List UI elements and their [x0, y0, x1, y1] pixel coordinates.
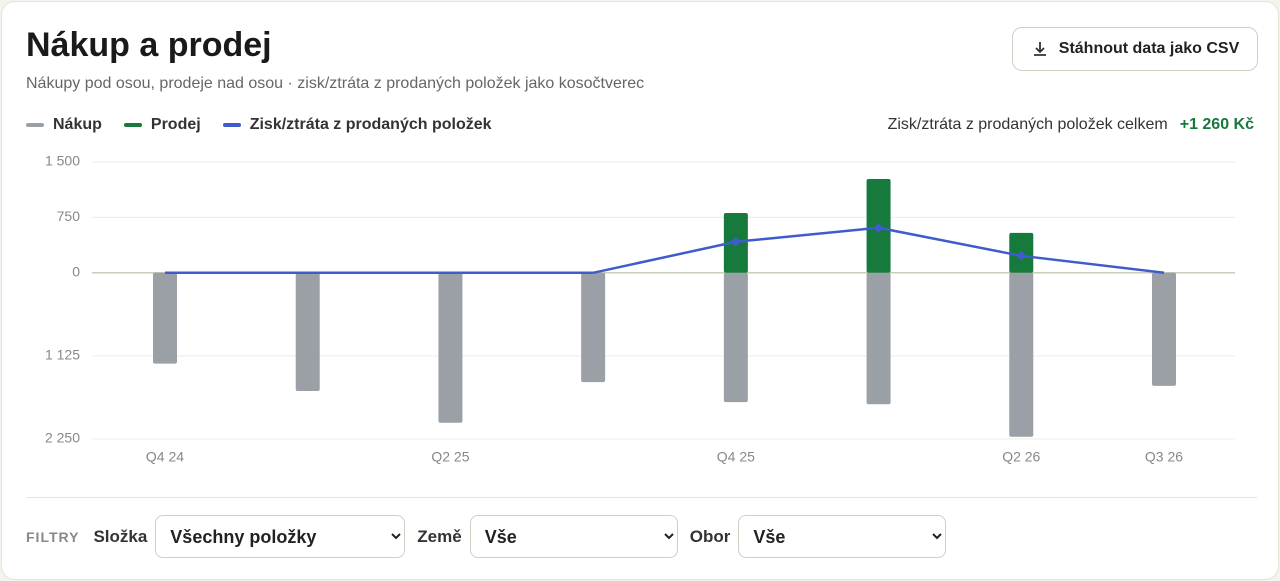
subtitle: Nákupy pod osou, prodeje nad osou · zisk… — [26, 75, 645, 92]
filter-select[interactable]: Všechny položky — [155, 515, 406, 558]
bar — [581, 272, 606, 383]
chart: 1 500 750 0 1 125 2 250 Q4 24 Q2 25 Q4 25 Q2 26 Q… — [45, 153, 1235, 465]
line — [165, 226, 1165, 275]
legend-label: Zisk/ztráta z prodaných položek — [249, 116, 492, 133]
diamond-marker — [873, 222, 884, 233]
bar — [1009, 272, 1034, 437]
legend-label: Nákup — [53, 116, 102, 133]
bar — [153, 272, 177, 364]
diamond-marker — [730, 236, 741, 247]
x-tick-label: Q4 24 — [146, 449, 184, 465]
legend-item: Prodej — [123, 116, 201, 134]
filter-select[interactable]: Vše — [469, 515, 678, 558]
filter-select[interactable]: Vše — [738, 515, 947, 558]
summary-value: +1 260 Kč — [1179, 116, 1254, 133]
y-tick-label: 1 125 — [45, 347, 80, 363]
filter-label: Země — [417, 526, 462, 546]
x-tick-label: Q4 25 — [717, 449, 755, 465]
bar — [438, 272, 463, 423]
legend-item: Nákup — [26, 116, 102, 134]
legend-item: Zisk/ztráta z prodaných položek — [222, 116, 492, 134]
legend-swatch — [26, 123, 44, 127]
y-tick-label: 1 500 — [45, 153, 80, 169]
legend-label: Prodej — [150, 116, 201, 133]
filter-label: Obor — [689, 526, 731, 546]
title: Nákup a prodej — [26, 26, 272, 64]
y-tick-label: 2 250 — [45, 430, 80, 446]
download-button[interactable]: Stáhnout data jako CSV — [1012, 27, 1258, 71]
y-tick-label: 750 — [57, 208, 81, 224]
y-tick-label: 0 — [72, 264, 80, 280]
legend-swatch — [123, 123, 142, 127]
bar — [1152, 272, 1176, 386]
summary: Zisk/ztráta z prodaných položek celkem +1… — [888, 116, 1254, 134]
bar — [866, 272, 891, 405]
bar — [723, 272, 748, 403]
filters-label: FILTRY — [26, 528, 80, 545]
x-tick-label: Q3 26 — [1145, 449, 1183, 465]
summary-label: Zisk/ztráta z prodaných položek celkem — [887, 116, 1168, 133]
bar — [295, 272, 320, 391]
legend: Nákup Prodej Zisk/ztráta z prodaných polož… — [26, 116, 492, 134]
download-label: Stáhnout data jako CSV — [1058, 40, 1240, 57]
download-icon — [1033, 42, 1046, 56]
x-tick-label: Q2 26 — [1002, 449, 1040, 465]
x-tick-label: Q2 25 — [431, 449, 469, 465]
divider — [26, 497, 1257, 498]
filter-label: Složka — [93, 526, 148, 546]
diamond-marker — [1016, 250, 1027, 261]
filters: FILTRY Složka Všechny položky Země Vše Obor Vš… — [26, 515, 958, 558]
legend-swatch — [222, 123, 241, 127]
